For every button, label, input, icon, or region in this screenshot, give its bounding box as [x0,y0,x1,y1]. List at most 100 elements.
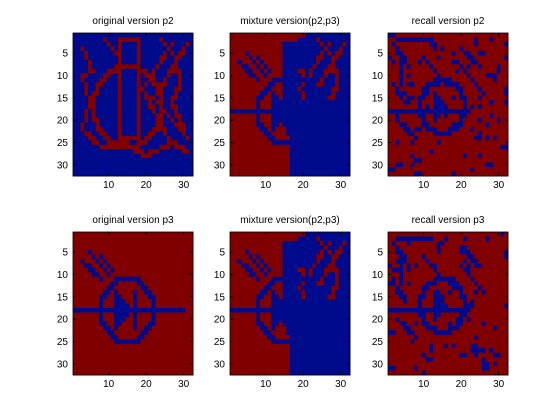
pixel [189,122,194,128]
pixel [133,131,138,137]
pixel [118,33,123,38]
pixel [178,321,183,327]
pixel [323,263,328,269]
pixel [118,55,123,61]
pixel [267,50,272,56]
pixel [241,91,246,96]
pixel [136,299,141,304]
pixel [323,113,328,119]
pixel [140,339,145,345]
pixel [118,263,123,269]
pixel [245,122,250,128]
pixel [133,343,138,349]
pixel [323,135,328,141]
pixel [166,357,171,362]
pixel [399,104,404,110]
pixel [267,162,272,168]
pixel [297,249,302,255]
pixel [170,50,175,56]
pixel [248,285,253,291]
pixel [278,91,283,96]
pixel [245,321,250,327]
pixel [110,117,115,123]
pixel [271,236,276,242]
pixel [406,86,411,92]
pixel [308,153,313,159]
pixel [140,122,145,128]
pixel [282,82,287,88]
pixel [331,55,336,61]
pixel [433,162,438,168]
pixel [99,100,104,105]
pixel [466,41,471,47]
pixel [500,135,505,141]
pixel [95,361,100,367]
pixel [278,33,283,38]
pixel [110,153,115,159]
pixel [474,64,479,70]
pixel [418,140,423,146]
pixel [493,37,498,43]
pixel [418,167,423,172]
pixel [286,82,291,88]
pixel [110,167,115,172]
pixel [256,162,261,168]
pixel [320,316,325,322]
pixel [496,108,501,114]
pixel [308,144,313,150]
pixel [297,59,302,65]
pixel [133,321,138,327]
pixel [395,82,400,88]
pixel [241,100,246,105]
pixel [504,37,509,43]
pixel [478,122,483,128]
pixel [455,113,460,119]
pixel [114,316,119,322]
pixel [114,294,119,300]
pixel [118,59,123,65]
pixel [245,316,250,322]
pixel [478,153,483,159]
pixel [305,37,310,43]
pixel [263,126,268,132]
pixel [106,37,111,43]
pixel [342,316,347,322]
pixel [133,77,138,83]
pixel [436,104,441,110]
pixel [418,144,423,150]
pixel [118,281,123,287]
pixel [151,144,156,150]
pixel [181,294,186,300]
pixel [263,73,268,79]
pixel [121,113,126,119]
pixel [181,361,186,367]
pixel [466,135,471,141]
pixel [312,55,317,61]
pixel [290,149,295,155]
pixel [278,149,283,155]
axes-box [72,231,194,376]
pixel [80,122,85,128]
pixel [76,149,81,155]
pixel [110,316,115,322]
pixel [121,153,126,159]
pixel [399,117,404,123]
pixel [290,108,295,114]
pixel [76,294,81,300]
pixel [275,249,280,255]
pixel [425,77,430,83]
pixel [181,153,186,159]
pixel [320,258,325,264]
pixel [399,153,404,159]
pixel [320,167,325,172]
pixel [129,131,134,137]
pixel [260,108,265,114]
pixel [485,73,490,79]
pixel [91,330,96,336]
pixel [159,77,164,83]
pixel [388,41,393,47]
pixel [230,153,235,159]
pixel [91,171,96,177]
pixel [91,113,96,119]
pixel [144,64,149,70]
